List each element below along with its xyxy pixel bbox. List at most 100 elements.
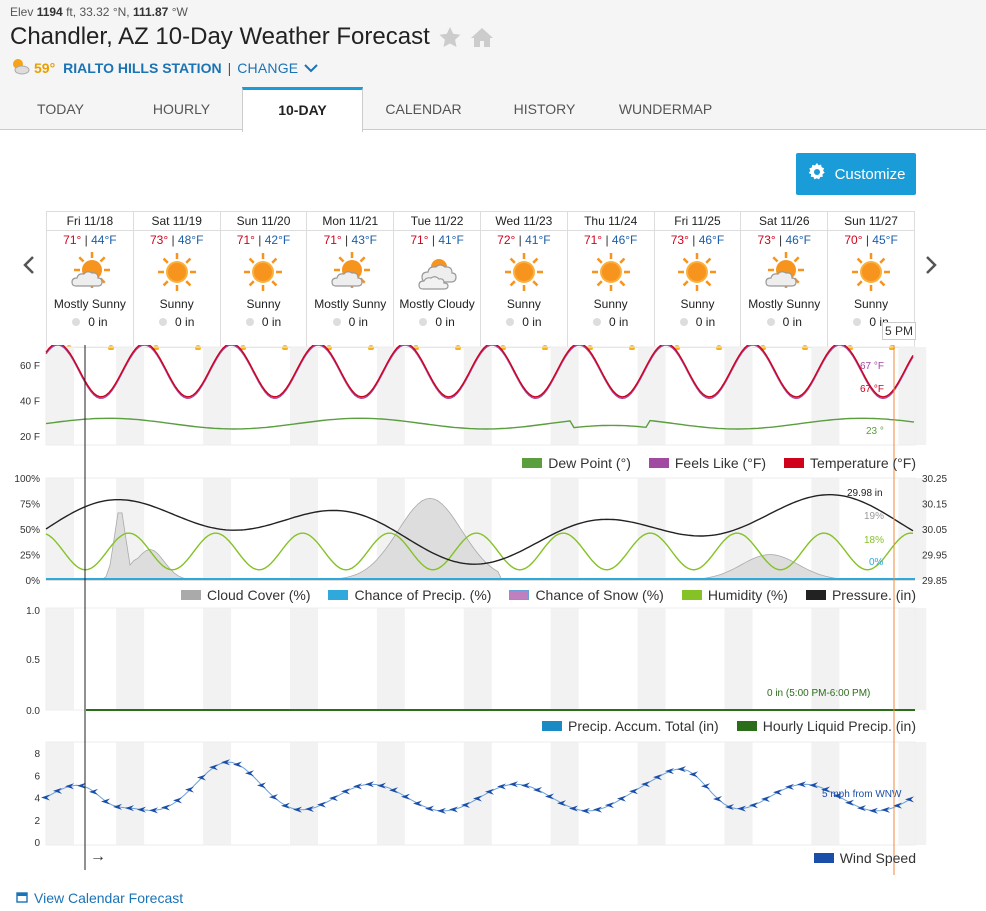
y-tick-label: 60 F <box>20 361 40 372</box>
legend-dew-point[interactable]: Dew Point (°) <box>522 455 631 471</box>
wind-direction-arrow <box>389 787 398 794</box>
y-tick-label-left: 75% <box>20 500 40 511</box>
day-column[interactable]: Sat 11/26 73° | 46°F Mostly Sunny 0 in <box>741 212 829 351</box>
wind-direction-arrow <box>197 774 206 781</box>
legend-chance-snow[interactable]: Chance of Snow (%) <box>509 587 664 603</box>
day-column[interactable]: Wed 11/23 72° | 41°F Sunny 0 in <box>480 212 568 351</box>
night-band <box>724 347 753 445</box>
day-low-temp: 45°F <box>872 233 898 247</box>
next-days-arrow[interactable] <box>924 255 938 281</box>
wind-direction-arrow <box>245 770 254 777</box>
day-high-temp: 72° <box>497 233 516 247</box>
day-column[interactable]: Sun 11/20 71° | 42°F Sunny 0 in <box>220 212 308 351</box>
day-column[interactable]: Sun 11/27 70° | 45°F Sunny 0 in <box>828 212 914 351</box>
prev-days-arrow[interactable] <box>22 255 36 281</box>
y-tick-label: 1.0 <box>26 606 40 617</box>
wind-direction-arrow <box>545 793 554 800</box>
mostly-sunny-icon <box>307 249 393 295</box>
home-icon[interactable] <box>470 26 494 53</box>
day-temps: 72° | 41°F <box>497 233 551 247</box>
wind-readout: 5 mph from WNW <box>822 789 902 800</box>
wind-direction-arrow <box>377 782 386 789</box>
station-separator: | <box>227 59 232 76</box>
legend-humidity[interactable]: Humidity (%) <box>681 587 788 603</box>
station-name[interactable]: RIALTO HILLS STATION <box>63 59 222 76</box>
lat-value: 33.32 <box>79 5 110 19</box>
wind-direction-arrow <box>125 805 134 812</box>
day-column[interactable]: Mon 11/21 71° | 43°F Mostly Sunny 0 in <box>307 212 395 351</box>
favorite-star-icon[interactable] <box>438 26 462 53</box>
wind-direction-arrow <box>473 795 482 802</box>
night-band <box>46 608 74 710</box>
day-temps: 71° | 44°F <box>63 233 117 247</box>
customize-button[interactable]: Customize <box>796 153 916 195</box>
tab-hourly[interactable]: HOURLY <box>152 101 211 117</box>
day-column[interactable]: Fri 11/18 71° | 44°F Mostly Sunny 0 in <box>47 212 134 351</box>
legend-chance-precip[interactable]: Chance of Precip. (%) <box>328 587 491 603</box>
legend-label: Chance of Snow (%) <box>535 587 664 603</box>
wind-direction-arrow <box>521 782 530 789</box>
change-station-link[interactable]: CHANGE <box>237 59 299 76</box>
day-temps: 71° | 46°F <box>583 233 638 247</box>
day-high-temp: 71° <box>583 233 603 247</box>
weather-charts[interactable]: 60 F 40 F 20 F 67 °F 67 °F 23 ° 100% 75% 50% 25% 0… <box>0 345 986 875</box>
legend-temperature[interactable]: Temperature (°F) <box>784 455 916 471</box>
day-date: Wed 11/23 <box>480 212 567 231</box>
day-temps: 71° | 41°F <box>410 233 464 247</box>
day-condition: Sunny <box>854 297 889 311</box>
wind-direction-arrow <box>569 805 578 812</box>
day-precip: 0 in <box>481 313 567 331</box>
day-column[interactable]: Sat 11/19 73° | 48°F Sunny 0 in <box>133 212 221 351</box>
raindrop-icon <box>593 318 601 326</box>
wind-direction-arrow <box>341 788 350 795</box>
legend-hourly-precip[interactable]: Hourly Liquid Precip. (in) <box>736 718 916 734</box>
cloud-chart-panel <box>45 477 927 581</box>
mostly-sunny-icon <box>741 249 827 295</box>
wind-direction-arrow <box>737 805 746 812</box>
wind-direction-arrow <box>65 783 74 790</box>
wind-direction-arrow <box>317 801 326 808</box>
night-band <box>898 608 927 710</box>
legend-precip-accum[interactable]: Precip. Accum. Total (in) <box>542 718 719 734</box>
wind-direction-arrow <box>833 792 842 799</box>
legend-wind-speed[interactable]: Wind Speed <box>813 850 916 866</box>
day-condition: Mostly Sunny <box>748 297 821 311</box>
raindrop-icon <box>72 318 81 326</box>
tab-calendar[interactable]: CALENDAR <box>385 101 462 117</box>
tab-history[interactable]: HISTORY <box>513 101 576 117</box>
day-low-temp: 48°F <box>177 233 204 247</box>
legend-swatch <box>736 721 757 731</box>
day-column[interactable]: Tue 11/22 71° | 41°F Mostly Cloudy 0 in <box>394 212 481 351</box>
feels-like-line <box>45 345 914 400</box>
wind-direction-arrow <box>761 796 770 803</box>
panel-frame <box>45 346 916 446</box>
tab-today[interactable]: TODAY <box>37 101 84 117</box>
night-band <box>463 608 492 710</box>
tab-wundermap[interactable]: WUNDERMAP <box>618 101 713 117</box>
current-temp: 59° <box>34 59 56 76</box>
legend-cloud-cover[interactable]: Cloud Cover (%) <box>181 587 310 603</box>
day-column[interactable]: Fri 11/25 73° | 46°F Sunny 0 in <box>654 212 742 351</box>
chevron-down-icon[interactable] <box>304 60 319 76</box>
legend-swatch <box>328 590 349 600</box>
legend-feels-like[interactable]: Feels Like (°F) <box>648 455 766 471</box>
day-temps: 73° | 46°F <box>670 233 725 247</box>
day-column[interactable]: Thu 11/24 71° | 46°F Sunny 0 in <box>567 212 655 351</box>
day-temps: 71° | 42°F <box>236 233 291 247</box>
legend-label: Precip. Accum. Total (in) <box>568 718 719 734</box>
wind-direction-arrow <box>113 803 122 810</box>
day-precip-amount: 0 in <box>348 315 368 329</box>
view-calendar-forecast-link[interactable]: View Calendar Forecast <box>16 890 183 906</box>
sunny-icon <box>134 249 220 295</box>
night-band <box>46 347 74 445</box>
wind-direction-arrow <box>605 802 614 809</box>
day-precip-amount: 0 in <box>695 315 716 329</box>
tab-10-day[interactable]: 10-DAY <box>242 87 363 132</box>
sunny-icon <box>655 249 741 295</box>
legend-swatch <box>542 721 563 731</box>
day-date: Sun 11/27 <box>828 212 914 231</box>
lon-unit: °W <box>171 5 188 19</box>
day-condition: Sunny <box>593 297 628 311</box>
legend-pressure[interactable]: Pressure. (in) <box>805 587 916 603</box>
wind-direction-arrow <box>269 794 278 801</box>
